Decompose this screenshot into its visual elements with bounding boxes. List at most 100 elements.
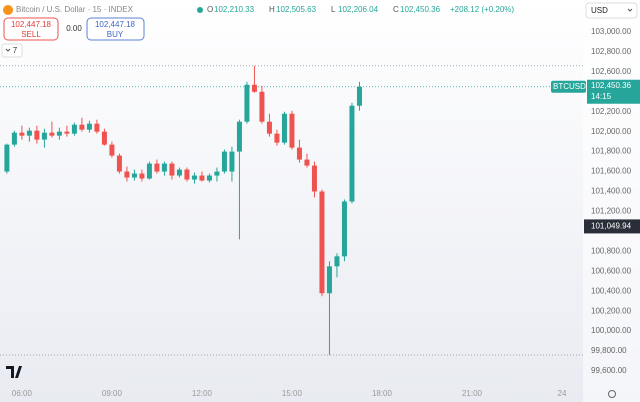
y-tick-label: 102,000.00 — [591, 127, 632, 136]
candle-body — [109, 144, 115, 156]
symbol-title: Bitcoin / U.S. Dollar · 15 · INDEX — [16, 5, 134, 14]
candle-body — [34, 130, 40, 140]
y-tick-label: 100,200.00 — [591, 306, 632, 315]
candle-body — [154, 163, 160, 172]
candle-body — [266, 121, 272, 134]
currency[interactable]: USD — [591, 6, 608, 15]
candle-body — [259, 91, 265, 122]
candle-body — [131, 173, 137, 178]
candle-body — [4, 144, 10, 172]
price-axis-panel — [583, 0, 640, 402]
ohlc-value: 102,505.63 — [276, 5, 317, 14]
candle-body — [229, 151, 235, 172]
candle-body — [349, 105, 355, 202]
candle-body — [64, 131, 70, 134]
status-dot — [197, 7, 203, 13]
y-tick-label: 101,400.00 — [591, 187, 632, 196]
price-tag: 102,450.36 — [591, 81, 632, 90]
x-tick-label: 15:00 — [282, 389, 303, 398]
indicators-toggle[interactable] — [1, 43, 23, 58]
marker-label-bg — [584, 219, 640, 234]
candle-body — [221, 151, 227, 172]
candle-body — [161, 163, 167, 172]
ohlc-value: 102,450.36 — [400, 5, 441, 14]
candle-body — [206, 175, 212, 181]
symbol-tag-bg — [551, 80, 586, 93]
y-tick-label: 102,200.00 — [591, 107, 632, 116]
plot-area — [0, 65, 583, 356]
x-tick-label: 06:00 — [12, 389, 33, 398]
y-tick-label: 100,800.00 — [591, 246, 632, 255]
candle-body — [11, 132, 17, 145]
candle-body — [214, 171, 220, 176]
candle-body — [184, 169, 190, 180]
y-tick-label: 100,000.00 — [591, 326, 632, 335]
y-tick-label: 100,600.00 — [591, 266, 632, 275]
countdown: 14:15 — [591, 92, 612, 101]
symbol-tag: BTCUSD — [553, 82, 586, 91]
candle-body — [334, 256, 340, 267]
candle-body — [71, 124, 77, 134]
buy-price[interactable]: 102,447.18 — [95, 20, 136, 29]
candle-body — [79, 124, 85, 130]
sell-button[interactable] — [3, 17, 59, 41]
candle-body — [319, 191, 325, 294]
candle-body — [124, 171, 130, 178]
sell-label[interactable]: SELL — [21, 30, 41, 39]
x-tick-label: 18:00 — [372, 389, 393, 398]
spread: 0.00 — [66, 24, 82, 33]
ohlc-value: 102,210.33 — [214, 5, 255, 14]
candle-body — [49, 132, 55, 136]
price-tag-bg — [587, 79, 640, 104]
chevron — [627, 8, 633, 12]
candle-body — [289, 113, 295, 148]
ohlc-label: O — [207, 5, 213, 14]
ohlc-value: 102,206.04 — [338, 5, 379, 14]
logo — [6, 366, 22, 378]
ohlc-label: C — [393, 5, 399, 14]
x-tick-label: 09:00 — [102, 389, 123, 398]
marker-label: 101,049.94 — [591, 222, 632, 231]
chevron — [5, 48, 11, 52]
candle-body — [26, 130, 32, 136]
candle-body — [311, 165, 317, 192]
y-tick-label: 102,800.00 — [591, 47, 632, 56]
sell-price[interactable]: 102,447.18 — [11, 20, 52, 29]
y-tick-label: 102,600.00 — [591, 67, 632, 76]
x-tick-label: 12:00 — [192, 389, 213, 398]
y-tick-label: 101,600.00 — [591, 167, 632, 176]
candle-body — [146, 163, 152, 179]
candle-body — [244, 84, 250, 122]
change: +208.12 (+0.20%) — [450, 5, 514, 14]
candle-body — [199, 175, 205, 181]
y-tick-label: 99,600.00 — [591, 366, 627, 375]
candle-body — [19, 132, 25, 136]
y-tick-label: 103,000.00 — [591, 27, 632, 36]
buy-button[interactable] — [86, 17, 145, 41]
buy-label[interactable]: BUY — [107, 30, 124, 39]
candle-body — [101, 131, 107, 145]
candle-body — [191, 175, 197, 180]
x-tick-label: 24 — [558, 389, 567, 398]
y-tick-label: 101,200.00 — [591, 207, 632, 216]
candle-body — [176, 169, 182, 176]
x-tick-label: 21:00 — [462, 389, 483, 398]
ohlc-label: H — [269, 5, 275, 14]
candle-body — [326, 266, 332, 294]
candle-body — [251, 84, 257, 92]
y-tick-label: 99,800.00 — [591, 346, 627, 355]
candle-body — [304, 159, 310, 166]
indicators-count[interactable]: 7 — [13, 46, 18, 55]
ohlc-label: L — [331, 5, 336, 14]
candle-body — [236, 121, 242, 152]
candle-body — [139, 173, 145, 179]
currency-selector[interactable] — [585, 2, 638, 19]
candle-body — [94, 123, 100, 132]
candle-body — [341, 201, 347, 257]
settings-icon[interactable] — [608, 390, 616, 398]
candle-body — [86, 123, 92, 130]
candle-body — [274, 133, 280, 143]
y-tick-label: 100,400.00 — [591, 286, 632, 295]
